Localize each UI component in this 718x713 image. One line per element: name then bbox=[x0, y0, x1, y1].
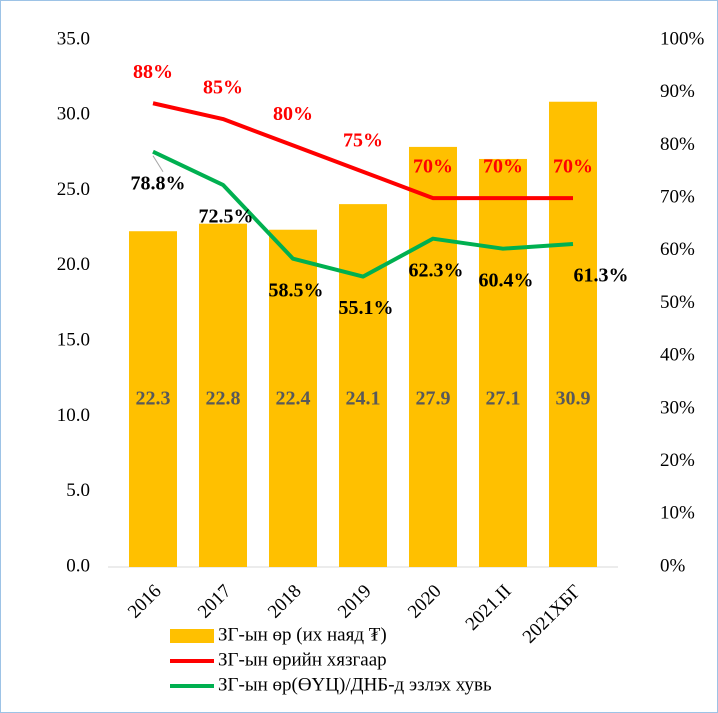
y2-tick-label: 10% bbox=[660, 503, 695, 524]
bar bbox=[339, 204, 387, 567]
data-label: 78.8% bbox=[131, 172, 186, 194]
data-label: 22.3 bbox=[136, 388, 171, 410]
bar bbox=[269, 229, 317, 567]
data-label: 80% bbox=[273, 103, 313, 125]
y2-tick-label: 100% bbox=[660, 28, 705, 49]
data-label: 70% bbox=[553, 156, 593, 178]
y-tick-label: 5.0 bbox=[66, 480, 90, 501]
x-tick-label: 2020 bbox=[404, 581, 446, 623]
x-tick-label: 2016 bbox=[124, 581, 166, 623]
data-label: 22.4 bbox=[276, 388, 311, 410]
x-tick-label: 2018 bbox=[264, 581, 306, 623]
y2-tick-label: 20% bbox=[660, 450, 695, 471]
bar bbox=[409, 146, 457, 568]
data-label: 27.1 bbox=[486, 388, 521, 410]
y2-tick-label: 90% bbox=[660, 81, 695, 102]
y2-tick-label: 60% bbox=[660, 239, 695, 260]
data-label: 62.3% bbox=[409, 259, 464, 281]
y-tick-label: 0.0 bbox=[66, 555, 90, 576]
y-tick-label: 35.0 bbox=[57, 28, 90, 49]
data-label: 27.9 bbox=[416, 388, 451, 410]
bar bbox=[479, 158, 527, 568]
x-tick-label: 2017 bbox=[194, 581, 236, 623]
x-tick-label: 2021ХБГ bbox=[519, 581, 586, 648]
data-label: 75% bbox=[343, 129, 383, 151]
y2-tick-label: 80% bbox=[660, 134, 695, 155]
data-label: 60.4% bbox=[479, 269, 534, 291]
data-label: 72.5% bbox=[199, 206, 254, 228]
data-label: 70% bbox=[483, 156, 523, 178]
data-label: 24.1 bbox=[346, 388, 381, 410]
line bbox=[152, 149, 574, 279]
y-tick-label: 10.0 bbox=[57, 405, 90, 426]
y2-tick-label: 30% bbox=[660, 397, 695, 418]
data-label: 88% bbox=[133, 61, 173, 83]
line bbox=[152, 101, 573, 201]
data-label: 61.3% bbox=[574, 265, 629, 287]
legend-label: ЗГ-ын өр (их наяд ₮) bbox=[218, 624, 387, 645]
legend-swatch bbox=[170, 629, 214, 643]
data-label: 30.9 bbox=[556, 388, 591, 410]
y-tick-label: 15.0 bbox=[57, 330, 90, 351]
x-tick-label: 2021.II bbox=[462, 581, 516, 635]
y-tick-label: 25.0 bbox=[57, 179, 90, 200]
y-tick-label: 30.0 bbox=[57, 104, 90, 125]
data-label: 55.1% bbox=[339, 297, 394, 319]
y2-tick-label: 40% bbox=[660, 345, 695, 366]
legend-label: ЗГ-ын өр(ӨҮЦ)/ДНБ-д эзлэх хувь bbox=[218, 674, 492, 695]
y-tick-label: 20.0 bbox=[57, 254, 90, 275]
bar bbox=[549, 101, 597, 567]
data-label: 85% bbox=[203, 77, 243, 99]
bar bbox=[199, 223, 247, 567]
y2-tick-label: 50% bbox=[660, 292, 695, 313]
data-label: 58.5% bbox=[269, 279, 324, 301]
leader-line bbox=[152, 155, 164, 172]
x-tick-label: 2019 bbox=[334, 581, 376, 623]
data-label: 22.8 bbox=[206, 388, 241, 410]
y2-tick-label: 70% bbox=[660, 186, 695, 207]
bar bbox=[129, 231, 177, 567]
y2-tick-label: 0% bbox=[660, 555, 686, 576]
data-label: 70% bbox=[413, 156, 453, 178]
legend-label: ЗГ-ын өрийн хязгаар bbox=[218, 649, 387, 670]
